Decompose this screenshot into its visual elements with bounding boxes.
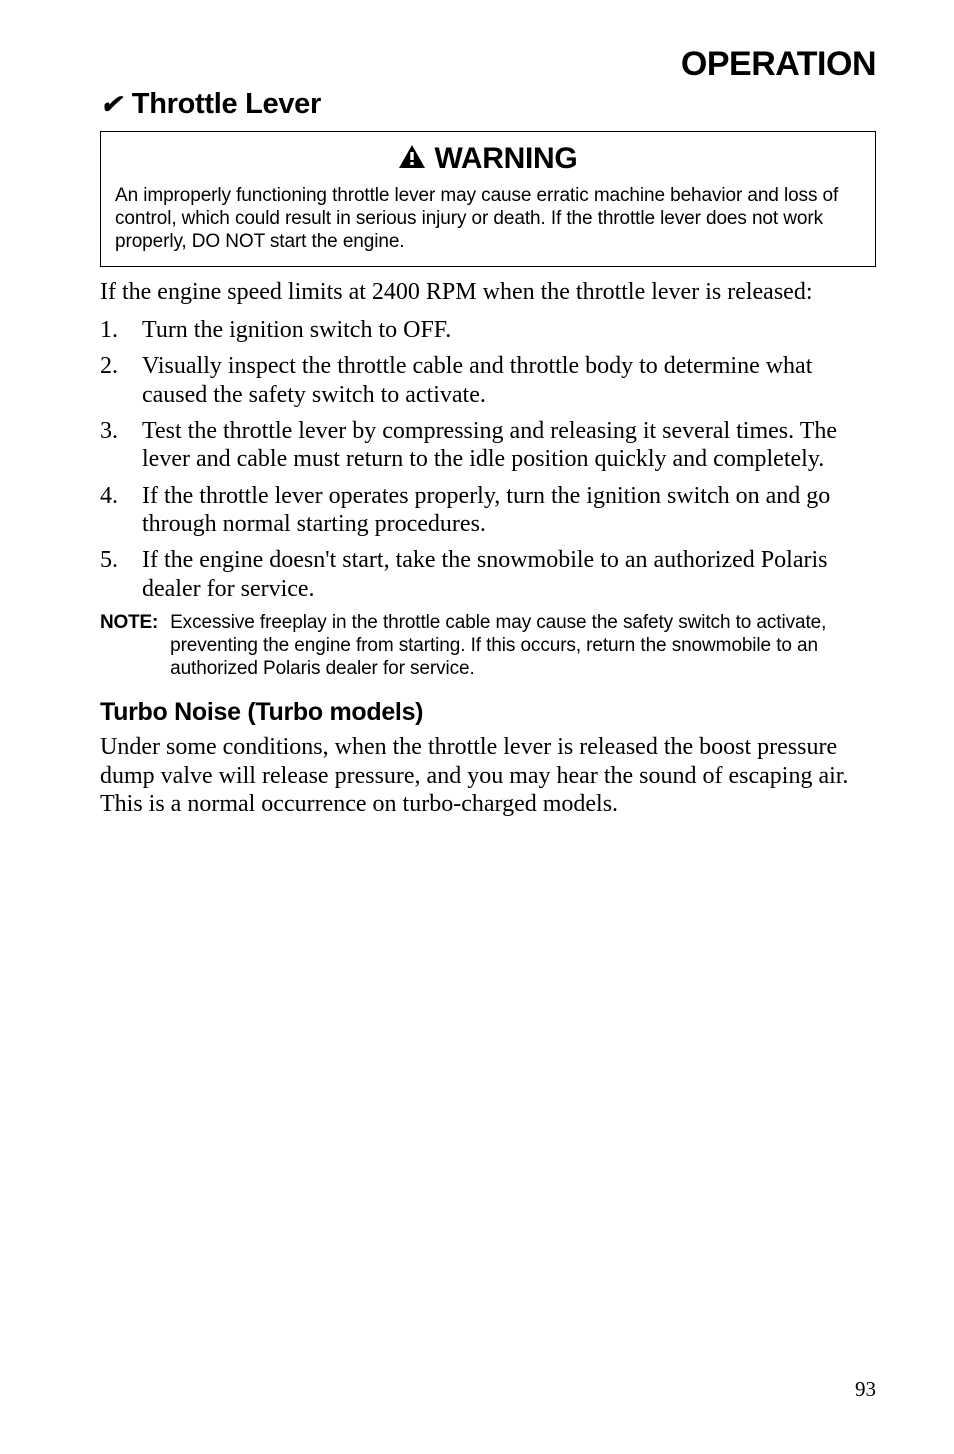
warning-title: WARNING	[435, 142, 578, 176]
note-body: Excessive freeplay in the throttle cable…	[170, 611, 876, 681]
step-item: Test the throttle lever by compressing a…	[100, 417, 876, 474]
section-title-row: ✔ Throttle Lever	[100, 88, 876, 121]
subsection-title: Turbo Noise (Turbo models)	[100, 698, 876, 727]
warning-title-row: WARNING	[101, 132, 875, 184]
step-item: If the engine doesn't start, take the sn…	[100, 546, 876, 603]
step-item: If the throttle lever operates properly,…	[100, 482, 876, 539]
checkmark-icon: ✔	[100, 89, 122, 120]
subsection-body: Under some conditions, when the throttle…	[100, 733, 876, 818]
note-label: NOTE:	[100, 611, 170, 681]
step-item: Visually inspect the throttle cable and …	[100, 352, 876, 409]
step-item: Turn the ignition switch to OFF.	[100, 316, 876, 344]
steps-list: Turn the ignition switch to OFF. Visuall…	[100, 316, 876, 603]
page-header: OPERATION	[100, 45, 876, 84]
warning-body: An improperly functioning throttle lever…	[101, 184, 875, 266]
section-title: Throttle Lever	[132, 88, 321, 121]
warning-box: WARNING An improperly functioning thrott…	[100, 131, 876, 267]
intro-paragraph: If the engine speed limits at 2400 RPM w…	[100, 279, 876, 307]
note-row: NOTE: Excessive freeplay in the throttle…	[100, 611, 876, 681]
page-number: 93	[855, 1377, 876, 1402]
warning-triangle-icon	[399, 145, 425, 173]
